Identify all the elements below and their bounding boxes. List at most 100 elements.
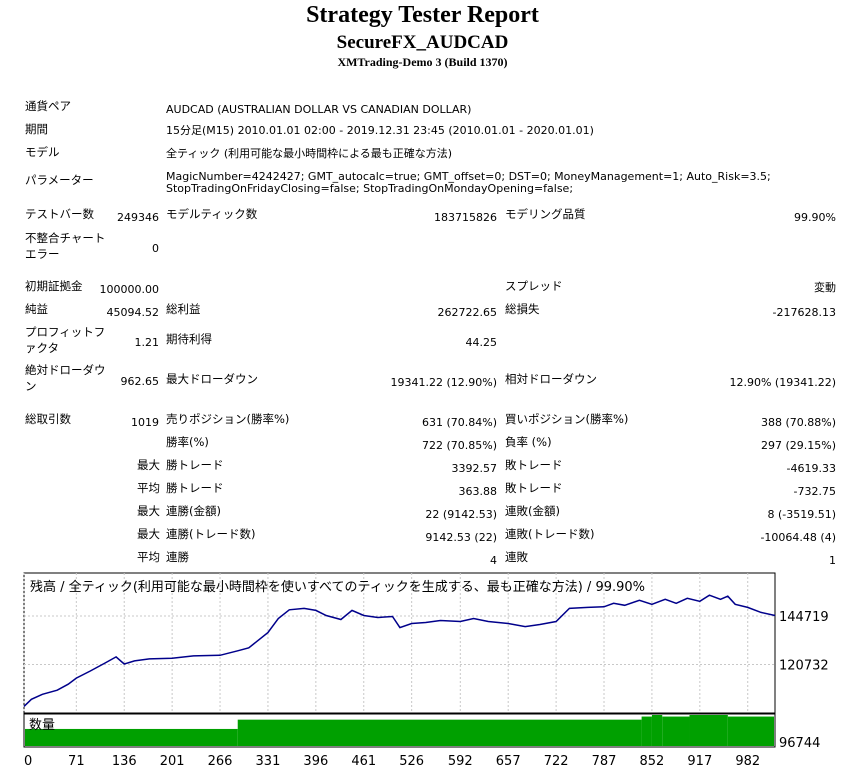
- x-tick-5: 331: [256, 754, 281, 769]
- y-tick-1: 120732: [779, 659, 829, 674]
- gross-profit-label: 総利益: [166, 302, 201, 316]
- bars-label: テストバー数: [25, 207, 94, 221]
- volume-bar-2: [641, 716, 652, 746]
- net-value: 45094.52: [106, 306, 160, 319]
- y-axis-ticks: 144719 120732 96744: [779, 610, 829, 751]
- largest-loss-label: 敗トレード: [505, 458, 563, 472]
- ea-name: SecureFX_AUDCAD: [336, 32, 509, 53]
- x-axis-ticks: 0 71 136 201 266 331 396 461 526 592 657 722 787 852 9…: [24, 754, 760, 769]
- x-tick-12: 787: [592, 754, 617, 769]
- balance-chart: 残高 / 全ティック(利用可能な最小時間枠を使いすべてのティックを生成する、最も…: [23, 572, 829, 769]
- win-rate-label: 勝率(%): [166, 435, 209, 449]
- quality-label: モデリング品質: [505, 207, 586, 221]
- profit-factor-label-1: プロフィットフ: [25, 325, 106, 339]
- gross-loss-value: -217628.13: [772, 306, 836, 319]
- cons-wins-money-value: 22 (9142.53): [425, 508, 497, 521]
- volume-bar-0: [25, 728, 238, 746]
- max-label-3: 最大: [137, 527, 160, 541]
- total-trades-label: 総取引数: [25, 412, 71, 426]
- avg-loss-value: -732.75: [793, 485, 836, 498]
- x-tick-13: 852: [640, 754, 665, 769]
- y-tick-0: 144719: [779, 610, 829, 625]
- avg-win-label: 勝トレード: [166, 481, 224, 495]
- y-tick-2: 96744: [779, 736, 820, 751]
- rel-drawdown-value: 12.90% (19341.22): [729, 376, 836, 389]
- balance-line: [23, 594, 776, 707]
- expected-payoff-label: 期待利得: [166, 332, 212, 346]
- profit-factor-label-2: ァクタ: [25, 341, 60, 355]
- cons-losses-count-label: 連敗(トレード数): [505, 527, 595, 541]
- cons-wins-money-label: 連勝(金額): [166, 504, 221, 518]
- model-value: 全ティック (利用可能な最小時間枠による最も正確な方法): [166, 147, 453, 160]
- volume-bar-4: [662, 716, 690, 746]
- max-label-2: 最大: [137, 504, 160, 518]
- x-tick-2: 136: [112, 754, 137, 769]
- x-tick-10: 657: [496, 754, 521, 769]
- x-tick-11: 722: [544, 754, 569, 769]
- x-tick-4: 266: [208, 754, 233, 769]
- deposit-label: 初期証拠金: [25, 279, 83, 293]
- volume-bar-5: [689, 715, 728, 746]
- short-positions-value: 631 (70.84%): [421, 416, 497, 429]
- cons-wins-count-value: 9142.53 (22): [425, 531, 497, 544]
- mismatch-value: 0: [152, 242, 159, 255]
- abs-drawdown-label-1: 絶対ドローダウ: [25, 363, 106, 377]
- cons-losses-count-value: -10064.48 (4): [760, 531, 836, 544]
- symbol-value: AUDCAD (AUSTRALIAN DOLLAR VS CANADIAN DO…: [166, 103, 472, 116]
- rel-drawdown-label: 相対ドローダウン: [505, 372, 597, 386]
- spread-label: スプレッド: [505, 279, 563, 293]
- model-label: モデル: [25, 145, 60, 159]
- spread-value: 変動: [814, 281, 836, 294]
- account-build: XMTrading-Demo 3 (Build 1370): [337, 55, 508, 69]
- abs-drawdown-label-2: ン: [25, 379, 37, 393]
- period-value: 15分足(M15) 2010.01.01 02:00 - 2019.12.31 …: [166, 124, 594, 137]
- cons-losses-money-value: 8 (-3519.51): [767, 508, 836, 521]
- avg-cons-wins-value: 4: [490, 554, 497, 567]
- x-tick-9: 592: [448, 754, 473, 769]
- largest-label: 最大: [137, 458, 160, 472]
- expected-payoff-value: 44.25: [465, 336, 498, 349]
- chart-grid: [23, 573, 775, 713]
- quality-value: 99.90%: [794, 211, 836, 224]
- mismatch-label-1: 不整合チャート: [25, 231, 106, 245]
- total-trades-value: 1019: [131, 416, 159, 429]
- volume-bar-3: [651, 715, 663, 746]
- bars-value: 249346: [117, 211, 159, 224]
- avg-loss-label: 敗トレード: [505, 481, 563, 495]
- average-label-2: 平均: [137, 550, 160, 564]
- short-positions-label: 売りポジション(勝率%): [166, 412, 290, 426]
- ticks-label: モデルティック数: [166, 207, 258, 221]
- loss-rate-value: 297 (29.15%): [760, 439, 836, 452]
- volume-bar-1: [237, 719, 642, 746]
- avg-win-value: 363.88: [458, 485, 498, 498]
- period-label: 期間: [25, 122, 48, 136]
- avg-cons-wins-label: 連勝: [166, 550, 189, 564]
- max-drawdown-value: 19341.22 (12.90%): [390, 376, 497, 389]
- x-tick-0: 0: [24, 754, 32, 769]
- x-tick-8: 526: [399, 754, 424, 769]
- max-drawdown-label: 最大ドローダウン: [166, 372, 258, 386]
- cons-wins-count-label: 連勝(トレード数): [166, 527, 256, 541]
- params-label: パラメーター: [25, 173, 94, 187]
- deposit-value: 100000.00: [99, 283, 160, 296]
- largest-win-value: 3392.57: [451, 462, 498, 475]
- win-rate-value: 722 (70.85%): [421, 439, 497, 452]
- abs-drawdown-value: 962.65: [120, 375, 160, 388]
- largest-loss-value: -4619.33: [786, 462, 836, 475]
- ticks-value: 183715826: [434, 211, 497, 224]
- x-tick-14: 917: [687, 754, 712, 769]
- x-tick-6: 396: [303, 754, 328, 769]
- profit-factor-value: 1.21: [134, 336, 160, 349]
- symbol-label: 通貨ペア: [25, 99, 71, 113]
- params-line-1: MagicNumber=4242427; GMT_autocalc=true; …: [166, 170, 771, 183]
- net-label: 純益: [25, 302, 48, 316]
- gross-profit-value: 262722.65: [437, 306, 498, 319]
- mismatch-label-2: エラー: [25, 247, 60, 261]
- long-positions-label: 買いポジション(勝率%): [505, 412, 629, 426]
- params-line-2: StopTradingOnFridayClosing=false; StopTr…: [166, 182, 574, 195]
- cons-losses-money-label: 連敗(金額): [505, 504, 560, 518]
- volume-bar-6: [727, 716, 774, 746]
- gross-loss-label: 総損失: [505, 302, 540, 316]
- largest-win-label: 勝トレード: [166, 458, 224, 472]
- report-title: Strategy Tester Report: [306, 2, 539, 28]
